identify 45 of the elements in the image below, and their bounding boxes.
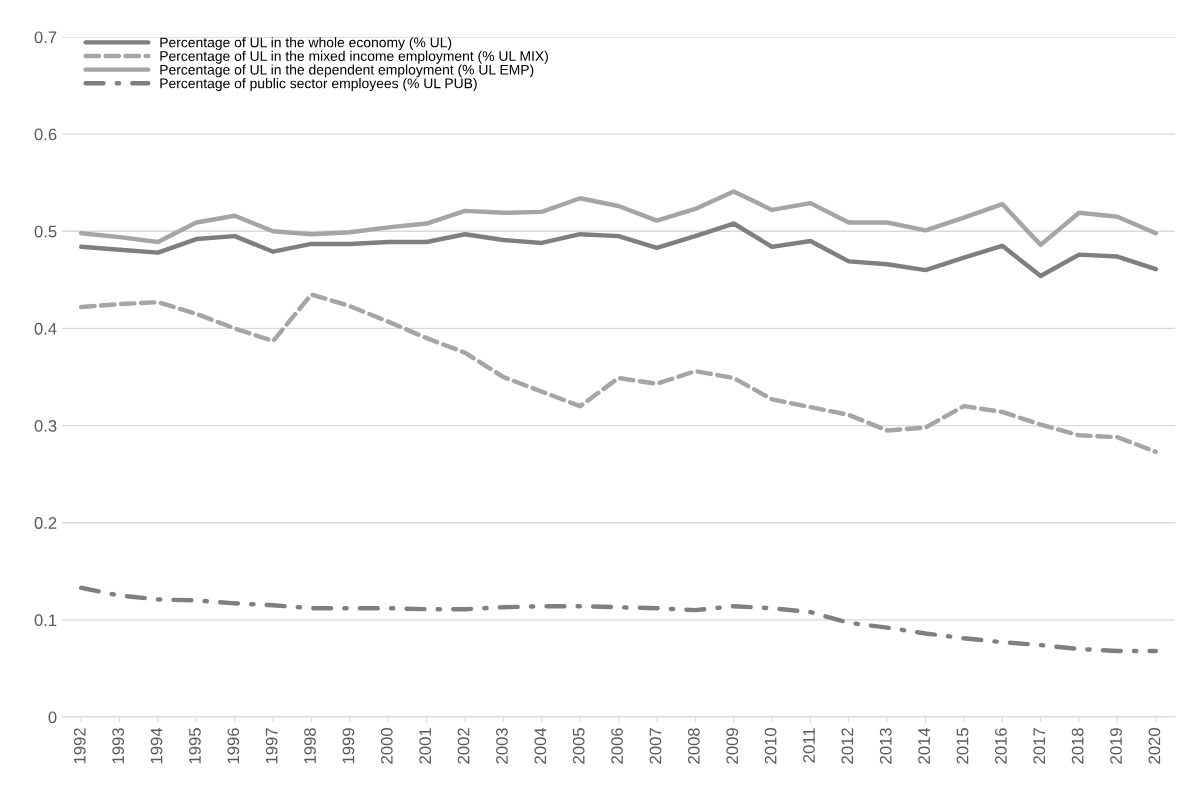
x-tick-label: 2006 xyxy=(611,728,623,764)
x-tick-label: 2008 xyxy=(687,728,700,764)
legend-label: Percentage of UL in the dependent employment (% UL EMP) xyxy=(160,64,534,78)
x-tick-label: 1996 xyxy=(227,728,240,764)
x-tick-label: 1998 xyxy=(304,728,316,764)
x-tick-label: 2003 xyxy=(496,728,508,764)
x-tick-label: 2017 xyxy=(1033,728,1046,764)
x-tick-label: 1993 xyxy=(112,728,125,764)
x-tick-label: 2013 xyxy=(879,728,892,764)
y-tick-label: 0.1 xyxy=(34,614,57,627)
x-tick-label: 1997 xyxy=(265,728,278,764)
x-tick-label: 1994 xyxy=(150,727,163,764)
x-tick-label: 1992 xyxy=(73,728,86,764)
x-tick-label: 1995 xyxy=(189,728,201,764)
y-tick-label: 0.7 xyxy=(34,31,57,44)
x-tick-label: 2001 xyxy=(419,728,432,764)
legend-label: Percentage of UL in the whole economy (% UL) xyxy=(160,37,452,51)
legend-label: Percentage of public sector employees (% UL PUB) xyxy=(160,78,477,92)
y-tick-label: 0.5 xyxy=(34,225,57,238)
x-tick-label: 2005 xyxy=(572,728,585,764)
x-tick-label: 2002 xyxy=(457,728,470,764)
line-series xyxy=(78,221,1159,279)
x-tick-label: 2007 xyxy=(649,728,662,764)
x-tick-label: 2011 xyxy=(803,728,815,763)
x-tick-label: 2004 xyxy=(534,727,547,764)
x-tick-label: 2014 xyxy=(918,727,931,764)
line-series xyxy=(78,292,1159,455)
y-tick-label: 0.6 xyxy=(34,128,57,141)
x-tick-label: 1999 xyxy=(342,728,355,764)
line-series xyxy=(78,585,1159,654)
y-tick-label: 0.2 xyxy=(34,517,57,529)
x-tick-label: 2009 xyxy=(726,728,739,764)
x-tick-label: 2020 xyxy=(1148,728,1161,764)
x-tick-label: 2000 xyxy=(380,728,393,764)
x-tick-label: 2016 xyxy=(994,728,1007,764)
line-series xyxy=(78,189,1159,248)
x-tick-label: 2012 xyxy=(841,728,854,764)
y-tick-label: 0.3 xyxy=(34,419,57,432)
x-tick-label: 2018 xyxy=(1071,728,1084,764)
legend-label: Percentage of UL in the mixed income employment (% UL MIX) xyxy=(160,50,548,64)
y-tick-label: 0 xyxy=(48,711,57,724)
y-tick-label: 0.4 xyxy=(34,322,57,335)
x-tick-label: 2010 xyxy=(764,728,777,764)
x-tick-label: 2019 xyxy=(1110,728,1122,764)
x-tick-label: 2015 xyxy=(956,728,969,764)
